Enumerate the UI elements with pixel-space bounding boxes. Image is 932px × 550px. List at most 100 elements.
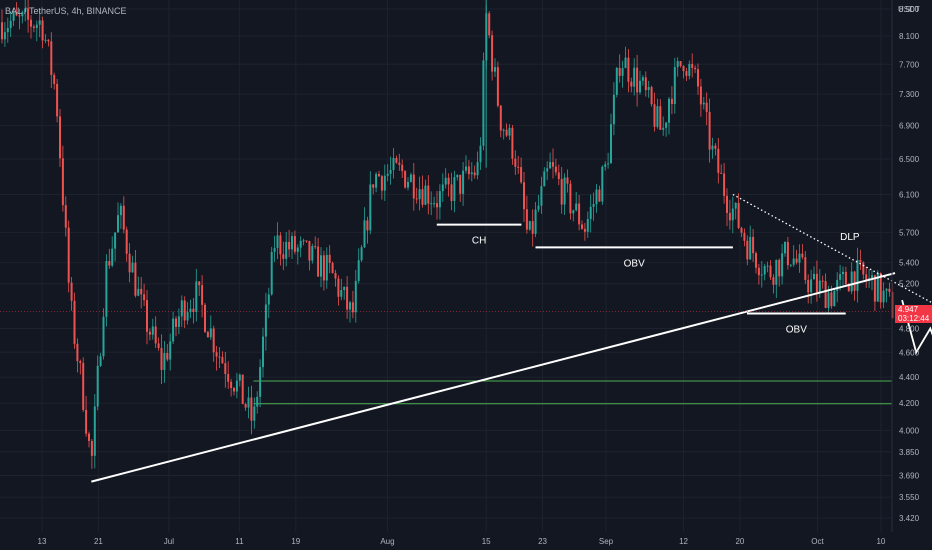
price-axis[interactable]: 8.500 8.100 7.700 7.300 6.900 6.500 6.100 5.700…	[891, 0, 920, 550]
candle-body	[85, 409, 88, 434]
candle-body	[380, 176, 383, 191]
candle-body	[653, 104, 656, 127]
time-axis[interactable]: 1321Jul1119Aug1523Sep1220Oct1024	[0, 532, 932, 550]
candle-body	[636, 67, 639, 93]
candle-body	[734, 202, 737, 209]
candle-body	[833, 290, 836, 307]
candle-body	[494, 67, 496, 72]
candle-body	[743, 232, 746, 241]
candle-body	[746, 240, 749, 260]
candle-body	[627, 57, 630, 82]
candle-body	[276, 235, 279, 249]
candle-body	[363, 220, 366, 248]
candle-body	[581, 224, 583, 229]
symbol-title: BAL / TetherUS, 4h, BINANCE	[5, 6, 127, 16]
candle-body	[343, 286, 346, 291]
candle-body	[659, 106, 662, 130]
candle-body	[531, 221, 534, 234]
candle-body	[76, 343, 79, 362]
candle-body	[554, 166, 557, 173]
candle-body	[482, 60, 485, 146]
candle-body	[88, 433, 90, 441]
candle-body	[525, 209, 528, 230]
candle-body	[308, 241, 311, 261]
candle-body	[665, 122, 668, 128]
candle-body	[317, 246, 320, 277]
candle-body	[233, 388, 235, 392]
candle-body	[430, 203, 433, 205]
y-tick-label: 4.800	[899, 324, 920, 333]
candle-body	[676, 61, 679, 68]
candle-body	[697, 69, 699, 87]
candle-body	[871, 275, 873, 279]
candle-body	[15, 11, 18, 16]
candle-body	[444, 177, 447, 185]
y-tick-label: 4.000	[899, 426, 920, 435]
candle-body	[340, 290, 343, 297]
candle-body	[694, 67, 697, 70]
candle-body	[372, 184, 375, 188]
candle-body	[499, 105, 502, 131]
candle-body	[328, 254, 331, 263]
x-tick-label: Oct	[811, 537, 824, 546]
candle-body	[35, 24, 38, 28]
candle-body	[592, 204, 595, 207]
candle-body	[717, 148, 720, 173]
candle-body	[850, 271, 853, 292]
candle-body	[844, 271, 847, 285]
candle-body	[557, 172, 560, 179]
candle-body	[813, 273, 815, 280]
candle-body	[3, 32, 6, 40]
x-tick-label: 13	[38, 537, 47, 546]
candle-body	[192, 308, 195, 312]
candle-body	[44, 39, 47, 41]
y-tick-label: 3.850	[899, 448, 920, 457]
level-label: CH	[472, 236, 486, 247]
candle-body	[386, 173, 389, 176]
level-label: OBV	[624, 258, 645, 269]
candle-body	[99, 356, 102, 366]
candle-body	[807, 279, 810, 293]
candle-body	[128, 253, 131, 273]
candle-body	[206, 331, 209, 338]
candle-body	[610, 124, 612, 164]
candle-body	[865, 274, 868, 281]
last-price-value: 4.947	[898, 304, 919, 314]
candle-body	[830, 292, 833, 307]
candle-body	[267, 294, 270, 305]
candle-body	[96, 365, 99, 407]
x-tick-label: Jul	[164, 537, 174, 546]
candle-body	[195, 281, 198, 312]
candle-body	[259, 367, 262, 397]
candle-body	[769, 265, 772, 278]
candle-body	[766, 265, 769, 267]
candle-body	[221, 357, 224, 364]
candle-body	[169, 341, 172, 360]
candle-body	[59, 116, 61, 159]
y-tick-label: 5.200	[899, 280, 920, 289]
candle-body	[578, 203, 581, 225]
candle-body	[436, 203, 438, 208]
candle-body	[111, 248, 114, 266]
candle-body	[125, 229, 128, 254]
candle-body	[285, 241, 288, 259]
candle-body	[598, 189, 601, 202]
candle-body	[479, 145, 482, 163]
candle-body	[224, 363, 227, 374]
candle-body	[496, 67, 499, 106]
candle-body	[50, 41, 53, 75]
candle-body	[117, 215, 119, 233]
candle-body	[757, 267, 760, 276]
candle-body	[618, 67, 621, 76]
candle-body	[795, 258, 798, 263]
candle-body	[589, 206, 592, 220]
candle-body	[847, 284, 850, 292]
candle-body	[473, 172, 476, 176]
candle-body	[346, 286, 349, 310]
candle-body	[804, 257, 807, 280]
candle-body	[247, 397, 250, 408]
trendline	[91, 272, 896, 483]
candle-body	[517, 166, 520, 168]
candle-body	[624, 57, 627, 69]
